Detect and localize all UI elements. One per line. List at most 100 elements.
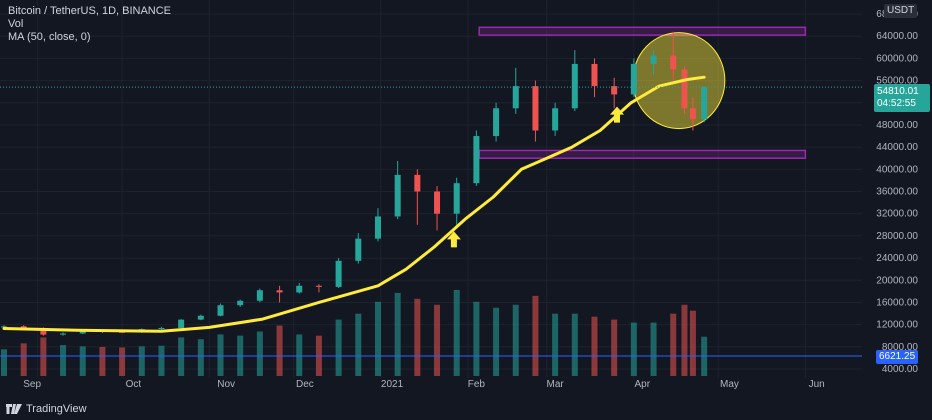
symbol-title[interactable]: Bitcoin / TetherUS, 1D, BINANCE <box>8 5 172 17</box>
candle-body <box>276 290 283 293</box>
last-price-badge: 54810.01 04:52:55 <box>874 84 930 112</box>
candle-body <box>237 300 244 306</box>
support-box <box>478 149 807 159</box>
candle-body <box>119 331 126 333</box>
volume-legend[interactable]: Vol <box>8 18 24 30</box>
candle-body <box>689 108 696 120</box>
volume-bar <box>650 322 657 376</box>
volume-bar <box>611 319 618 376</box>
volume-bar <box>571 313 578 376</box>
x-tick-label: Oct <box>126 379 142 390</box>
volume-bar <box>178 337 185 376</box>
brand-name: TradingView <box>26 403 87 415</box>
y-tick-label: 8000.00 <box>882 342 919 353</box>
y-tick-label: 56000.00 <box>876 76 918 87</box>
candle-body <box>701 87 708 120</box>
candle-body <box>630 63 637 95</box>
volume-bar <box>414 298 421 376</box>
tradingview-icon <box>6 404 22 414</box>
candle-body <box>681 69 688 109</box>
y-tick-label: 20000.00 <box>876 275 918 286</box>
ma-line <box>2 75 706 333</box>
volume-bar <box>79 346 86 376</box>
volume-bar <box>119 347 126 376</box>
x-tick-label: 2021 <box>381 379 404 390</box>
y-tick-label: 4000.00 <box>882 364 919 375</box>
volume-bar <box>138 346 145 376</box>
candle-body <box>434 191 441 214</box>
volume-bar <box>493 307 500 376</box>
x-tick-label: Sep <box>23 379 41 390</box>
axes: 68000.0064000.0060000.0056000.0052000.00… <box>23 9 918 390</box>
up-arrow-icon <box>609 106 624 123</box>
volume-bar <box>276 325 283 376</box>
tradingview-logo[interactable]: TradingView <box>6 403 87 415</box>
candle-body <box>512 86 519 109</box>
countdown-value: 04:52:55 <box>877 98 916 109</box>
volume-bar <box>60 345 67 376</box>
volume-bar <box>473 301 480 376</box>
volume-bars <box>0 289 862 376</box>
candle-body <box>532 86 539 131</box>
candle-body <box>315 285 322 287</box>
x-tick-label: May <box>720 379 739 390</box>
grid <box>0 0 862 378</box>
candle-body <box>60 333 67 335</box>
candle-body <box>79 330 86 334</box>
candle-body <box>178 319 185 328</box>
candle-body <box>611 86 618 95</box>
candle-body <box>650 55 657 64</box>
volume-bar <box>1 349 7 376</box>
volume-bar <box>335 319 342 376</box>
volume-bar <box>434 304 441 376</box>
y-tick-label: 64000.00 <box>876 31 918 42</box>
ma-legend[interactable]: MA (50, close, 0) <box>8 31 91 43</box>
candle-body <box>414 174 421 192</box>
candle-body <box>256 290 263 301</box>
volume-bar <box>512 304 519 376</box>
candle-body <box>374 216 381 239</box>
x-tick-label: Apr <box>635 379 651 390</box>
candle-body <box>394 174 401 217</box>
volume-bar <box>552 313 559 376</box>
y-tick-label: 48000.00 <box>876 120 918 131</box>
candle-body <box>296 285 303 293</box>
candle-body <box>197 315 204 320</box>
volume-bar <box>670 313 677 376</box>
volume-badge: 6621.25 <box>876 350 919 364</box>
y-tick-label: 24000.00 <box>876 253 918 264</box>
volume-bar <box>374 301 381 376</box>
volume-bar <box>197 339 204 376</box>
currency-badge[interactable]: USDT <box>884 4 918 18</box>
moving-average <box>2 75 706 333</box>
volume-bar <box>532 295 539 376</box>
x-tick-label: Nov <box>217 379 235 390</box>
candle-body <box>1 326 7 328</box>
candle-body <box>571 63 578 109</box>
volume-bar <box>158 345 165 376</box>
annotations <box>0 86 862 248</box>
legend: Bitcoin / TetherUS, 1D, BINANCE Vol MA (… <box>8 5 171 44</box>
y-tick-label: 32000.00 <box>876 209 918 220</box>
candle-body <box>591 63 598 87</box>
resistance-box <box>478 26 807 36</box>
volume-bar <box>681 304 688 376</box>
volume-bar <box>217 334 224 376</box>
y-tick-label: 44000.00 <box>876 142 918 153</box>
volume-bar <box>394 292 401 376</box>
candle-body <box>473 136 480 184</box>
candle-body <box>453 183 460 214</box>
candle-body <box>158 327 165 330</box>
annotation-boxes <box>478 26 807 159</box>
y-tick-label: 36000.00 <box>876 187 918 198</box>
candle-body <box>40 327 47 335</box>
candle-body <box>20 326 27 328</box>
y-tick-label: 12000.00 <box>876 320 918 331</box>
candle-body <box>355 238 362 261</box>
candle-body <box>335 260 342 287</box>
y-tick-label: 16000.00 <box>876 297 918 308</box>
y-tick-label: 60000.00 <box>876 53 918 64</box>
y-tick-label: 40000.00 <box>876 164 918 175</box>
